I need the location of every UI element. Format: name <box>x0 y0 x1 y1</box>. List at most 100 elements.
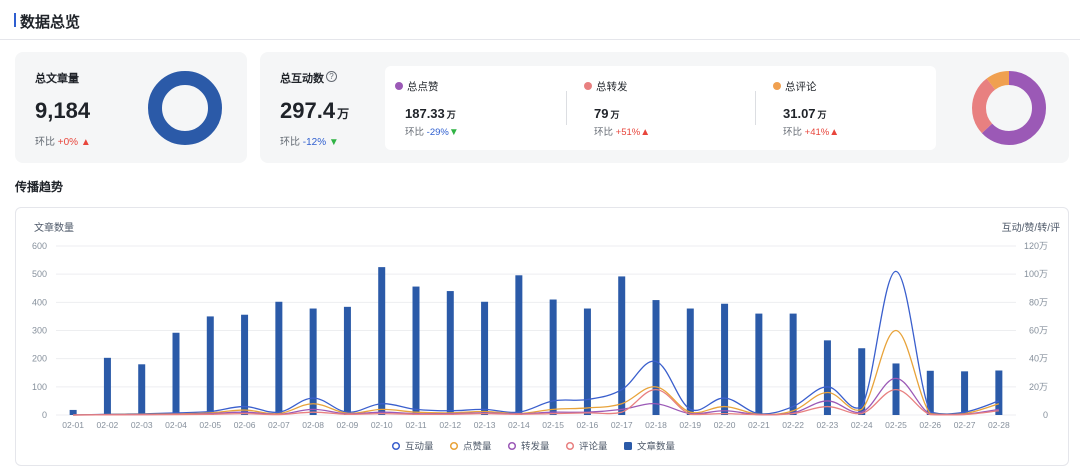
right-tick-label: 100万 <box>1024 269 1048 279</box>
x-axis-ticks: 02-01 02-02 02-03 02-04 02-05 02-06 02-07 02-08… <box>62 420 1010 430</box>
metric-comments: 总评论 31.07 万 环比 +41%▲ <box>773 66 933 150</box>
left-tick-label: 600 <box>32 241 47 251</box>
change-prefix: 环比 <box>594 127 614 138</box>
arrow-up-icon: ▲ <box>829 127 840 138</box>
x-tick-label: 02-01 <box>62 420 84 430</box>
legend-marker-line <box>507 441 517 451</box>
trend-chart-card: 0 100 200 300 400 500 600 0 20万 40万 60万 80万 100万 120… <box>15 207 1069 466</box>
legend-marker-line <box>449 441 459 451</box>
articles-donut-chart <box>148 71 222 145</box>
article-bar[interactable] <box>926 370 934 415</box>
article-bar[interactable] <box>823 340 831 415</box>
chart-legend[interactable]: 互动量 点赞量 转发量 评论量 文章数量 <box>391 441 676 453</box>
comments-unit: 万 <box>817 110 827 120</box>
interaction-unit: 万 <box>337 107 350 121</box>
interaction-lines <box>73 270 1000 416</box>
article-bar[interactable] <box>309 308 317 415</box>
right-tick-label: 120万 <box>1024 241 1048 251</box>
article-bar[interactable] <box>241 314 249 415</box>
article-bar[interactable] <box>206 316 214 415</box>
article-bar[interactable] <box>549 299 557 415</box>
likes-change: 环比 -29%▼ <box>405 124 459 138</box>
change-value: -29% <box>426 127 449 138</box>
series-line-点赞量[interactable] <box>73 329 1000 416</box>
legend-label[interactable]: 文章数量 <box>637 441 676 453</box>
right-tick-label: 40万 <box>1029 354 1048 364</box>
article-bar[interactable] <box>652 300 660 415</box>
total-interaction-label: 总互动数 <box>280 73 324 85</box>
shares-number: 79 <box>594 106 609 121</box>
change-prefix: 环比 <box>783 127 803 138</box>
article-bar[interactable] <box>378 267 386 415</box>
legend-label[interactable]: 互动量 <box>405 442 434 453</box>
legend-marker-line <box>565 441 575 451</box>
article-bar[interactable] <box>618 276 626 415</box>
comments-value: 31.07 万 <box>783 106 827 121</box>
x-tick-label: 02-21 <box>748 420 770 430</box>
donut-slice-2 <box>972 71 1046 145</box>
article-bar[interactable] <box>686 308 694 415</box>
article-bar[interactable] <box>515 275 523 415</box>
change-prefix: 环比 <box>405 127 425 138</box>
x-tick-label: 02-23 <box>817 420 839 430</box>
x-tick-label: 02-15 <box>542 420 564 430</box>
x-tick-label: 02-24 <box>851 420 873 430</box>
x-tick-label: 02-02 <box>97 420 119 430</box>
article-bar[interactable] <box>858 348 866 415</box>
article-bar[interactable] <box>721 303 729 415</box>
x-tick-label: 02-28 <box>988 420 1010 430</box>
article-bar[interactable] <box>446 291 454 415</box>
likes-value: 187.33 万 <box>405 106 456 121</box>
left-tick-label: 0 <box>42 410 47 420</box>
article-bar[interactable] <box>343 306 351 415</box>
change-value: +41% <box>804 127 830 138</box>
article-bar[interactable] <box>69 409 77 415</box>
legend-label[interactable]: 点赞量 <box>463 441 492 453</box>
divider <box>755 91 756 125</box>
article-bar[interactable] <box>275 301 283 415</box>
legend-label[interactable]: 转发量 <box>521 441 550 453</box>
x-tick-label: 02-27 <box>954 420 976 430</box>
series-line-转发量[interactable] <box>73 377 999 416</box>
article-bar[interactable] <box>789 313 797 415</box>
article-bar[interactable] <box>961 371 969 415</box>
article-bar[interactable] <box>138 364 146 415</box>
series-line-评论量[interactable] <box>73 388 999 416</box>
article-bar[interactable] <box>755 313 763 415</box>
x-tick-label: 02-10 <box>371 420 393 430</box>
right-tick-label: 0 <box>1043 410 1048 420</box>
left-tick-label: 500 <box>32 269 47 279</box>
x-tick-label: 02-12 <box>439 420 461 430</box>
x-tick-label: 02-05 <box>199 420 221 430</box>
total-articles-value: 9,184 <box>35 98 91 123</box>
legend-label[interactable]: 评论量 <box>579 441 608 453</box>
series-line-互动量[interactable] <box>73 270 1000 416</box>
divider <box>566 91 567 125</box>
total-articles-label: 总文章量 <box>35 73 79 85</box>
right-axis-ticks: 0 20万 40万 60万 80万 100万 120万 <box>1024 241 1048 420</box>
right-axis-title: 互动/赞/转/评 <box>1002 221 1060 234</box>
metric-likes: 总点赞 187.33 万 环比 -29%▼ <box>395 66 565 150</box>
left-tick-label: 100 <box>32 382 47 392</box>
x-tick-label: 02-08 <box>302 420 324 430</box>
help-icon[interactable]: ? <box>326 71 337 82</box>
article-bar[interactable] <box>103 357 111 415</box>
trend-section-title: 传播趋势 <box>15 180 64 194</box>
article-bar[interactable] <box>995 370 1003 415</box>
chart-gridlines <box>56 245 1016 416</box>
x-tick-label: 02-13 <box>474 420 496 430</box>
left-axis-title: 文章数量 <box>34 221 74 234</box>
page-header: 数据总览 <box>0 0 1080 40</box>
article-bar[interactable] <box>172 332 180 415</box>
article-bar[interactable] <box>412 286 420 415</box>
articles-donut-ring <box>148 71 222 145</box>
article-bar[interactable] <box>481 301 489 415</box>
title-accent-bar <box>14 13 16 27</box>
interaction-breakdown-panel: 总点赞 187.33 万 环比 -29%▼ 总转发 79 万 环比 +51%▲ 总评… <box>385 66 936 150</box>
total-articles-change: 环比 +0% ▲ <box>35 133 91 148</box>
change-prefix: 环比 <box>35 137 55 148</box>
x-tick-label: 02-11 <box>405 420 426 430</box>
article-bar[interactable] <box>583 308 591 415</box>
shares-unit: 万 <box>610 110 620 120</box>
arrow-down-icon: ▼ <box>448 127 459 138</box>
